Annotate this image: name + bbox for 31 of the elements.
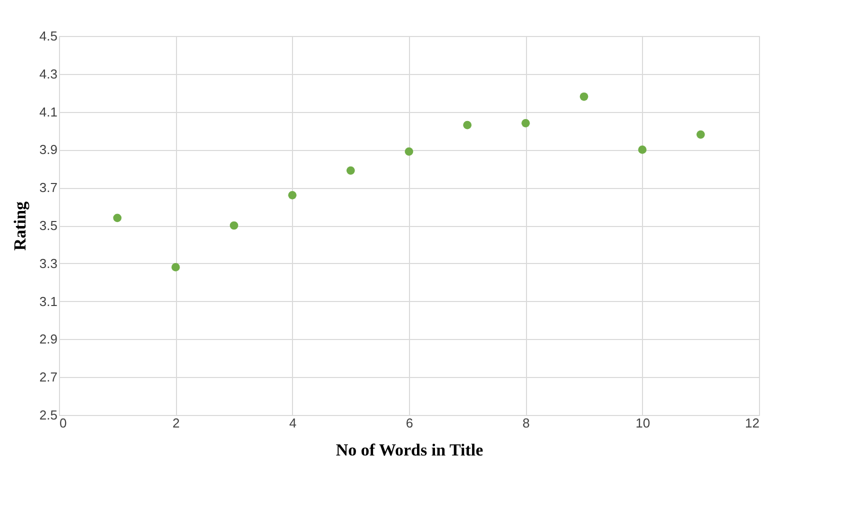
x-tick-label: 6 bbox=[406, 416, 414, 430]
y-axis-title: Rating bbox=[10, 200, 30, 251]
y-tick-label: 2.5 bbox=[39, 408, 58, 422]
y-tick-label: 2.9 bbox=[39, 332, 58, 347]
point bbox=[463, 120, 472, 130]
point bbox=[288, 191, 297, 200]
x-tick-label: 0 bbox=[60, 416, 67, 430]
point bbox=[230, 221, 238, 230]
y-tick-label: 3.9 bbox=[39, 142, 58, 158]
point bbox=[638, 146, 647, 154]
y-tick-label: 3.5 bbox=[39, 218, 58, 233]
point bbox=[171, 263, 180, 272]
y-tick-label: 4.1 bbox=[39, 104, 58, 120]
y-tick-label: 3.7 bbox=[39, 180, 58, 196]
point bbox=[346, 166, 355, 175]
y-tick-label: 4.3 bbox=[39, 66, 58, 82]
y-tick-label: 2.7 bbox=[39, 370, 58, 385]
x-tick-label: 4 bbox=[289, 416, 296, 430]
y-tick-label: 3.3 bbox=[39, 256, 58, 271]
x-axis-title: No of Words in Title bbox=[336, 440, 484, 460]
point bbox=[580, 92, 588, 101]
point bbox=[404, 147, 414, 156]
y-tick-label: 3.1 bbox=[39, 294, 58, 309]
point bbox=[696, 130, 705, 139]
point bbox=[521, 118, 530, 128]
x-tick-label: 12 bbox=[745, 416, 760, 430]
x-tick-label: 8 bbox=[522, 416, 530, 430]
y-tick-label: 4.5 bbox=[39, 28, 58, 44]
x-tick-label: 2 bbox=[172, 416, 180, 430]
x-tick-label: 10 bbox=[636, 416, 650, 430]
point bbox=[113, 214, 122, 222]
